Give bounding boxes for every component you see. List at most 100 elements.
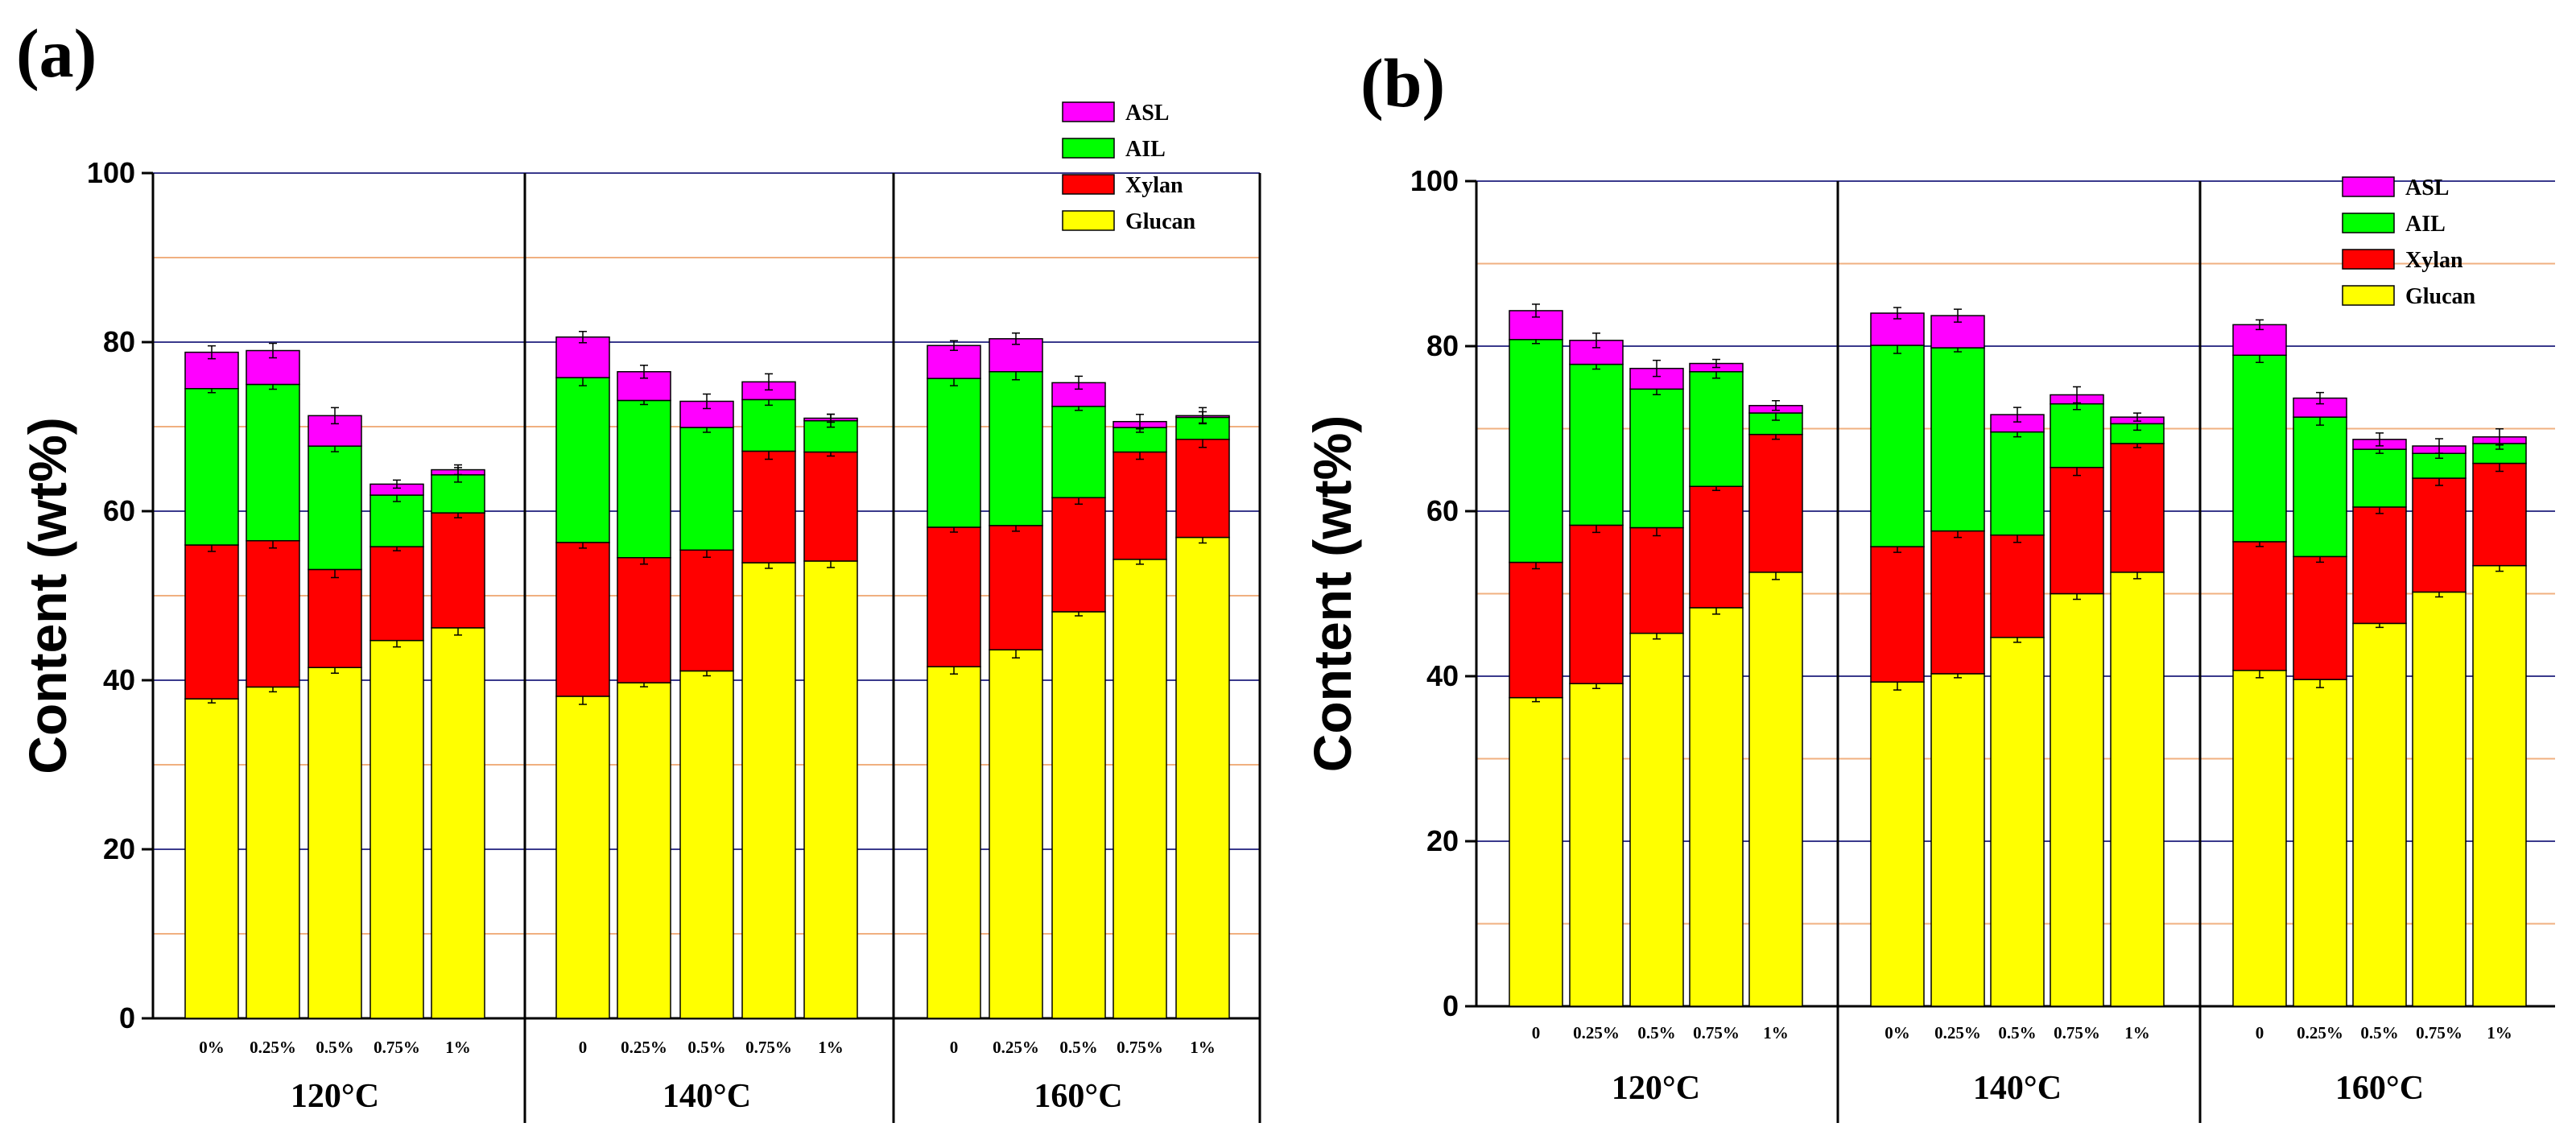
bar-xylan-segment (2352, 506, 2407, 625)
bar-glucan-segment (2412, 591, 2467, 1007)
bar-xylan-segment (2412, 477, 2467, 593)
x-tick-label: 0.75% (1117, 1038, 1163, 1057)
error-bar (827, 413, 835, 423)
x-tick-label: 1% (1763, 1023, 1789, 1042)
bar-xylan-segment (1930, 530, 1985, 675)
bar-ail-segment (2352, 448, 2407, 508)
y-axis-label: Content (wt%) (1302, 415, 1362, 773)
bar-xylan-segment (2050, 466, 2104, 595)
bar-glucan-segment (2050, 592, 2104, 1007)
bar-asl-segment (927, 345, 981, 379)
bar-xylan-segment (1509, 561, 1563, 699)
bar-xylan-segment (555, 542, 610, 697)
x-tick-label: 0.25% (993, 1038, 1039, 1057)
bar-ail-segment (1870, 345, 1925, 547)
error-bar (950, 340, 958, 351)
error-bar (765, 373, 773, 391)
x-tick-label: 0.25% (1934, 1023, 1981, 1042)
error-bar (2316, 391, 2324, 405)
bar-glucan-segment (617, 682, 671, 1019)
legend-label: Glucan (1125, 209, 1196, 234)
group-label: 160°C (2335, 1070, 2424, 1107)
x-tick-label: 0.75% (2054, 1023, 2100, 1042)
error-bar (393, 479, 401, 489)
error-bar (454, 464, 462, 476)
bar-glucan-segment (1175, 536, 1230, 1019)
bar-xylan-segment (1629, 526, 1684, 634)
bars (184, 330, 1230, 1019)
legend: ASL AIL Xylan Glucan (1062, 101, 1196, 234)
group-label: 120°C (291, 1078, 379, 1115)
x-tick-label: 0.5% (2360, 1023, 2398, 1042)
bar-glucan-segment (1870, 681, 1925, 1007)
y-axis-label: Content (wt%) (18, 417, 77, 774)
x-tick-label: 1% (2487, 1023, 2512, 1042)
bar-ail-segment (2293, 416, 2347, 558)
error-bar (579, 330, 587, 344)
legend: ASL AIL Xylan Glucan (2342, 175, 2476, 309)
bar-ail-segment (927, 378, 981, 528)
x-tick-label: 1% (2124, 1023, 2150, 1042)
legend-swatch-glucan (1062, 210, 1115, 231)
legend-label: Xylan (2405, 248, 2463, 273)
bar-xylan-segment (2110, 443, 2165, 573)
bar-glucan-segment (555, 696, 610, 1019)
x-tick-label: 0.75% (1693, 1023, 1740, 1042)
bar-ail-segment (617, 399, 671, 559)
error-bar (640, 365, 648, 379)
bar-glucan-segment (1569, 683, 1624, 1007)
y-tick-label: 100 (1410, 164, 1459, 197)
bar-ail-segment (679, 427, 734, 551)
bar-xylan-segment (741, 450, 796, 564)
bar-glucan-segment (1113, 559, 1167, 1019)
bar-ail-segment (184, 388, 239, 546)
bar-xylan-segment (369, 546, 424, 642)
error-bar (1712, 358, 1720, 369)
error-bar (2073, 386, 2081, 404)
bar-glucan-segment (927, 666, 981, 1019)
bar-xylan-segment (1689, 485, 1744, 609)
x-tick-label: 0.25% (1573, 1023, 1620, 1042)
bar-xylan-segment (2293, 555, 2347, 680)
y-tick-label: 0 (1443, 989, 1459, 1022)
x-tick-label: 0% (199, 1038, 225, 1057)
group-label: 160°C (1034, 1078, 1122, 1115)
legend-swatch-asl (2342, 176, 2395, 197)
x-tick-label: 0.75% (2416, 1023, 2462, 1042)
error-bar (1199, 407, 1207, 425)
x-tick-label: 0% (1885, 1023, 1910, 1042)
x-tick-label: 0 (579, 1038, 588, 1057)
y-tick-label: 60 (1426, 494, 1459, 527)
bar-xylan-segment (2472, 462, 2527, 567)
panel-a: (a) 0 20 40 60 80 100 Content (wt%) 0% 0.25% 0.5% 0… (16, 14, 1261, 1123)
group-label: 140°C (663, 1078, 751, 1115)
x-tick-label: 0.25% (621, 1038, 667, 1057)
y-tick-label: 100 (87, 156, 135, 189)
error-bar (1592, 332, 1600, 349)
bar-xylan-segment (1051, 497, 1106, 613)
x-tick-label: 0.25% (2297, 1023, 2343, 1042)
bar-xylan-segment (1113, 451, 1167, 560)
bar-glucan-segment (1930, 673, 1985, 1007)
bar-ail-segment (1509, 339, 1563, 564)
error-bar (2256, 319, 2264, 331)
error-bar (703, 393, 711, 410)
legend-swatch-ail (1062, 138, 1115, 159)
error-bar (1893, 307, 1901, 320)
bar-ail-segment (1051, 406, 1106, 498)
bar-xylan-segment (1990, 534, 2045, 638)
bar-ail-segment (1930, 347, 1985, 532)
bar-xylan-segment (1870, 546, 1925, 683)
x-tick-label: 0.25% (250, 1038, 296, 1057)
bar-glucan-segment (2352, 622, 2407, 1007)
error-bar (1532, 303, 1540, 318)
error-bar (1954, 308, 1962, 323)
bar-glucan-segment (246, 686, 300, 1019)
legend-swatch-asl (1062, 101, 1115, 122)
group-label: 120°C (1612, 1070, 1700, 1107)
bar-xylan-segment (431, 512, 485, 629)
legend-label: AIL (2405, 212, 2446, 237)
error-bar (2376, 432, 2384, 447)
bar-glucan-segment (1689, 607, 1744, 1007)
